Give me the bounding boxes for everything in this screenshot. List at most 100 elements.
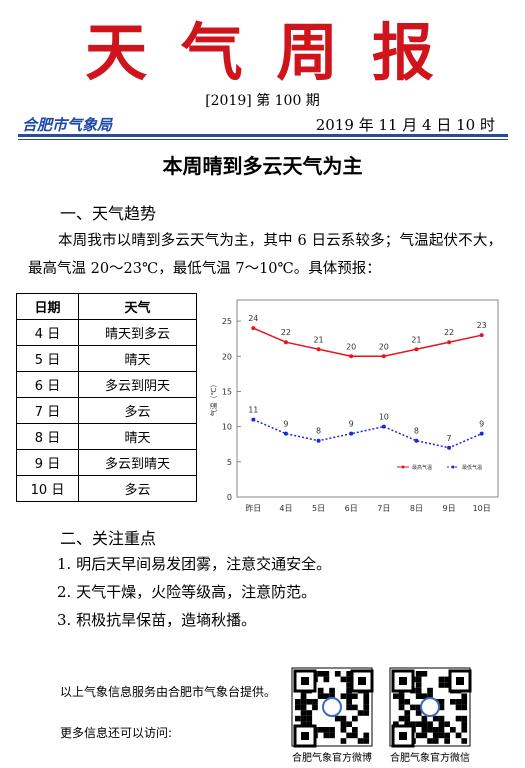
qr-cell bbox=[432, 715, 439, 722]
data-label: 22 bbox=[444, 328, 454, 337]
qr-cell bbox=[393, 693, 399, 699]
table-row: 10 日多云 bbox=[16, 475, 197, 502]
qr-cell bbox=[415, 687, 422, 694]
x-tick-label: 10日 bbox=[473, 504, 491, 513]
qr-cell bbox=[404, 699, 411, 705]
qr-cell bbox=[461, 738, 468, 744]
qr-cell bbox=[323, 676, 330, 683]
qr-cell bbox=[427, 721, 433, 727]
column-header: 天气 bbox=[78, 293, 197, 320]
issue: [2019] 第 100 期 bbox=[205, 93, 320, 109]
qr-cell bbox=[346, 671, 352, 677]
qr-cell bbox=[363, 693, 370, 699]
qr-finder bbox=[358, 677, 366, 685]
qr-cell bbox=[438, 682, 445, 688]
qr-cell bbox=[421, 732, 428, 739]
qr-cell bbox=[438, 732, 445, 739]
qr-cell bbox=[461, 715, 468, 722]
table-cell: 晴天到多云 bbox=[78, 319, 197, 346]
qr-cell bbox=[438, 715, 445, 722]
point bbox=[414, 347, 419, 352]
focus-item: 2. 天气干燥，火险等级高，注意防范。 bbox=[57, 583, 317, 601]
qr-cell bbox=[334, 715, 341, 722]
title: 天 气 周 报 bbox=[85, 16, 440, 89]
date: 2019 年 11 月 4 日 10 时 bbox=[315, 116, 495, 134]
qr-cell bbox=[306, 699, 313, 705]
qr-cell bbox=[357, 710, 364, 716]
qr-cell bbox=[415, 721, 422, 727]
qr-cell bbox=[295, 704, 301, 711]
data-label: 8 bbox=[316, 427, 321, 436]
qr-cell bbox=[455, 704, 462, 711]
qr-cell bbox=[404, 715, 411, 722]
qr-cell bbox=[438, 676, 445, 683]
x-tick-label: 昨日 bbox=[245, 503, 261, 513]
qr-cell bbox=[317, 671, 324, 677]
headline: 本周晴到多云天气为主 bbox=[162, 154, 363, 178]
qr-cell bbox=[346, 721, 352, 727]
data-label: 23 bbox=[477, 321, 487, 330]
qr-cell bbox=[410, 721, 416, 727]
point bbox=[381, 424, 386, 429]
point bbox=[251, 326, 256, 331]
table-cell: 8 日 bbox=[16, 423, 79, 450]
focus-item: 1. 明后天早间易发团雾，注意交通安全。 bbox=[57, 555, 332, 573]
qr-cell bbox=[461, 699, 468, 705]
qr-cell bbox=[438, 704, 445, 711]
qr-cell bbox=[404, 721, 411, 727]
qr-cell bbox=[415, 676, 422, 683]
y-tick-label: 20 bbox=[222, 352, 232, 361]
qr-cell bbox=[421, 715, 428, 722]
point bbox=[316, 438, 321, 443]
qr-cell bbox=[329, 727, 335, 733]
table-cell: 9 日 bbox=[16, 449, 79, 476]
qr-cell bbox=[421, 727, 428, 733]
qr-cell bbox=[421, 721, 428, 727]
qr-cell bbox=[444, 721, 450, 727]
qr-cell bbox=[455, 732, 462, 739]
qr-cell bbox=[444, 732, 450, 739]
qr-cell bbox=[317, 687, 324, 694]
point bbox=[316, 347, 321, 352]
qr-caption: 合肥气象官方微信 bbox=[390, 753, 470, 764]
qr-cell bbox=[461, 727, 468, 733]
qr-cell bbox=[363, 699, 370, 705]
table-row: 9 日多云到晴天 bbox=[16, 449, 197, 476]
qr-cell bbox=[300, 704, 307, 711]
qr-cell bbox=[312, 704, 318, 711]
qr-cell bbox=[444, 682, 450, 688]
qr-cell bbox=[300, 715, 307, 722]
qr-cell bbox=[415, 671, 422, 677]
qr-cell bbox=[393, 721, 399, 727]
qr-cell bbox=[398, 699, 405, 705]
table-cell: 多云 bbox=[78, 475, 197, 502]
rule bbox=[18, 134, 508, 137]
qr-cell bbox=[352, 727, 358, 733]
x-tick-label: 4日 bbox=[279, 504, 292, 513]
x-tick-label: 8日 bbox=[410, 504, 423, 513]
point bbox=[479, 431, 484, 436]
qr-cell bbox=[421, 671, 428, 677]
qr-cell bbox=[410, 704, 416, 711]
qr-cell bbox=[352, 715, 358, 722]
footer-text: 更多信息还可以访问: bbox=[60, 726, 173, 740]
qr-cell bbox=[317, 693, 324, 699]
qr-cell bbox=[329, 732, 335, 739]
qr-cell bbox=[340, 676, 347, 683]
qr-cell bbox=[363, 738, 370, 744]
qr-cell bbox=[427, 693, 433, 699]
qr-cell bbox=[346, 687, 352, 694]
table-body: 4 日晴天到多云 5 日晴天 6 日多云到阴天 7 日多云 8 日晴天 9 日多云到晴天 1… bbox=[16, 319, 197, 502]
legend-label: 最高气温 bbox=[412, 464, 432, 471]
qr-cell bbox=[323, 693, 330, 699]
y-tick-label: 25 bbox=[222, 317, 232, 326]
qr-cell bbox=[363, 704, 370, 711]
qr-cell bbox=[404, 710, 411, 716]
qr-cell bbox=[432, 727, 439, 733]
data-label: 7 bbox=[447, 434, 452, 443]
qr-cell bbox=[329, 687, 335, 694]
qr-cell bbox=[363, 732, 370, 739]
qr-cell bbox=[306, 715, 313, 722]
qr-cell bbox=[295, 699, 301, 705]
series-line bbox=[253, 327, 482, 358]
